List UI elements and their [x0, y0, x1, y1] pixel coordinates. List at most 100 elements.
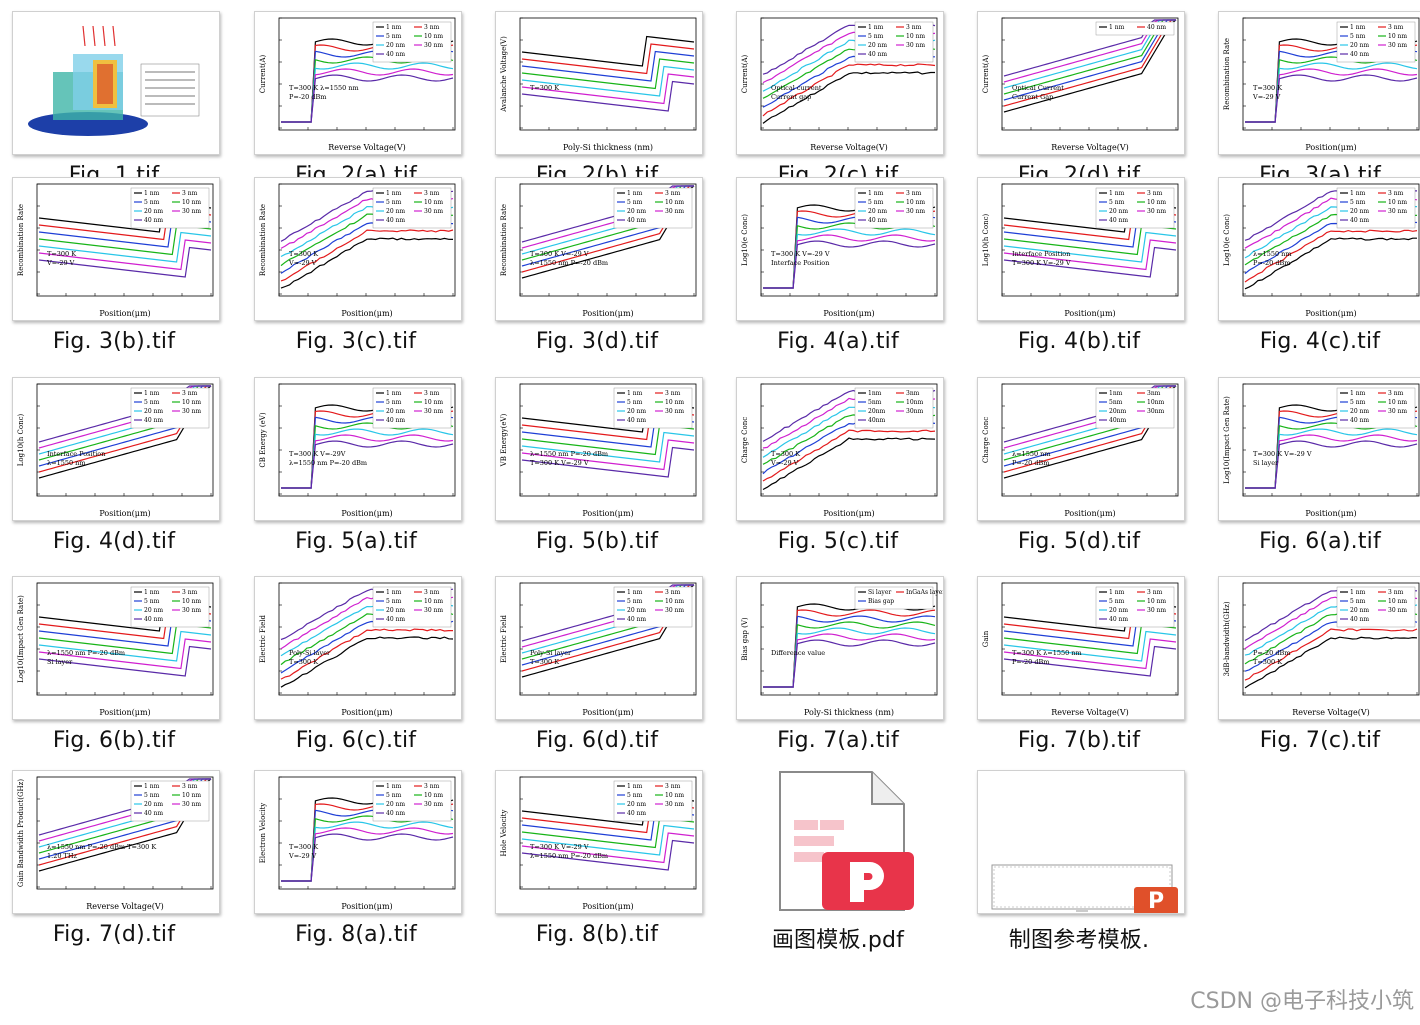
file-tile[interactable]: 1 nm 3 nm 5 nm 10 nm 20 nm 30 nm 40 nm Interfac…: [971, 169, 1187, 365]
svg-text:10 nm: 10 nm: [665, 792, 684, 799]
svg-text:InGaAs layer: InGaAs layer: [906, 589, 944, 596]
svg-text:Position(μm): Position(μm): [99, 708, 150, 717]
svg-text:3 nm: 3 nm: [182, 783, 198, 790]
svg-text:40 nm: 40 nm: [627, 217, 646, 224]
svg-text:Difference value: Difference value: [771, 649, 825, 657]
svg-text:Log10(Impact Gen Rate): Log10(Impact Gen Rate): [1223, 396, 1231, 484]
file-tile[interactable]: P 制图参考模板.: [971, 762, 1187, 958]
svg-text:Log10(e Conc): Log10(e Conc): [741, 214, 749, 266]
file-thumbnail: [12, 11, 220, 155]
svg-text:Position(μm): Position(μm): [1064, 509, 1115, 518]
svg-text:Position(μm): Position(μm): [582, 708, 633, 717]
ppt-file-icon: P: [977, 770, 1185, 914]
svg-text:10 nm: 10 nm: [182, 399, 201, 406]
svg-text:Bias gap (V): Bias gap (V): [741, 617, 749, 661]
file-tile[interactable]: Si layer InGaAs layer Bias gap Difference v…: [730, 568, 946, 764]
svg-text:3 nm: 3 nm: [906, 190, 922, 197]
file-thumbnail: 1 nm 3 nm 5 nm 10 nm 20 nm 30 nm 40 nm P=-20 dB…: [1218, 576, 1420, 720]
file-tile[interactable]: 1 nm 3 nm 5 nm 10 nm 20 nm 30 nm 40 nm T=300 K …: [248, 369, 464, 565]
svg-text:5 nm: 5 nm: [386, 399, 402, 406]
file-name-label: Fig. 8(b).tif: [535, 922, 659, 947]
svg-text:40 nm: 40 nm: [144, 417, 163, 424]
svg-text:Poly-Si thickness (nm): Poly-Si thickness (nm): [563, 143, 653, 152]
file-thumbnail: 1 nm 3 nm 5 nm 10 nm 20 nm 30 nm 40 nm T=300 K …: [495, 177, 703, 321]
file-name-label: Fig. 5(b).tif: [535, 529, 659, 554]
file-tile[interactable]: 1 nm 3 nm 5 nm 10 nm 20 nm 30 nm 40 nm T=300 K …: [489, 762, 705, 958]
watermark: CSDN @电子科技小筑: [1190, 989, 1414, 1014]
svg-text:Position(μm): Position(μm): [1305, 509, 1356, 518]
file-tile[interactable]: 1 nm 3 nm 5 nm 10 nm 20 nm 30 nm 40 nm λ=1550 n…: [489, 369, 705, 565]
svg-text:1 nm: 1 nm: [386, 390, 402, 397]
svg-text:40 nm: 40 nm: [1109, 616, 1128, 623]
svg-text:Reverse Voltage(V): Reverse Voltage(V): [810, 143, 888, 152]
svg-text:5 nm: 5 nm: [1350, 33, 1366, 40]
file-tile[interactable]: 1 nm 3 nm 5 nm 10 nm 20 nm 30 nm 40 nm P=-20 dB…: [1212, 568, 1420, 764]
svg-text:10 nm: 10 nm: [1147, 598, 1166, 605]
svg-text:10 nm: 10 nm: [424, 792, 443, 799]
file-tile[interactable]: 1 nm 3 nm 5 nm 10 nm 20 nm 30 nm 40 nm λ=1550 n…: [6, 568, 222, 764]
file-tile[interactable]: 1 nm 3 nm 5 nm 10 nm 20 nm 30 nm 40 nm T=300 K …: [1212, 369, 1420, 565]
file-name-label: Fig. 6(d).tif: [535, 728, 659, 753]
svg-text:5 nm: 5 nm: [144, 598, 160, 605]
svg-text:T=300 K V=-29 V: T=300 K V=-29 V: [530, 250, 589, 258]
svg-text:5nm: 5nm: [868, 399, 882, 406]
file-tile[interactable]: 1 nm 3 nm 5 nm 10 nm 20 nm 30 nm 40 nm Poly-Si …: [489, 568, 705, 764]
svg-text:30 nm: 30 nm: [906, 42, 925, 49]
svg-text:T=300 K V=-29 V: T=300 K V=-29 V: [530, 843, 589, 851]
file-tile[interactable]: 1nm 3nm 5nm 10nm 20nm 30nm 40nm λ=1550 nm P=-20 …: [971, 369, 1187, 565]
svg-text:Avalanche Voltage(V): Avalanche Voltage(V): [500, 36, 508, 113]
svg-text:5 nm: 5 nm: [627, 199, 643, 206]
svg-text:30 nm: 30 nm: [665, 208, 684, 215]
file-name-label: Fig. 6(c).tif: [295, 728, 417, 753]
file-name-label: Fig. 4(b).tif: [1017, 329, 1141, 354]
svg-text:1 nm: 1 nm: [627, 390, 643, 397]
svg-text:1 nm: 1 nm: [386, 783, 402, 790]
svg-text:Optical Current: Optical Current: [1012, 84, 1064, 92]
svg-text:Current(A): Current(A): [982, 54, 990, 93]
svg-text:3 nm: 3 nm: [1388, 589, 1404, 596]
file-tile[interactable]: 画图模板.pdf: [730, 762, 946, 958]
file-thumbnail: 1 nm 3 nm 5 nm 10 nm 20 nm 30 nm 40 nm λ=1550 n…: [12, 770, 220, 914]
svg-text:3 nm: 3 nm: [1388, 190, 1404, 197]
file-tile[interactable]: 1 nm 3 nm 5 nm 10 nm 20 nm 30 nm 40 nm λ=1550 n…: [6, 762, 222, 958]
svg-text:40nm: 40nm: [1109, 417, 1126, 424]
file-tile[interactable]: 1 nm 3 nm 5 nm 10 nm 20 nm 30 nm 40 nm T=300 K …: [489, 169, 705, 365]
svg-text:Reverse Voltage(V): Reverse Voltage(V): [1051, 708, 1129, 717]
svg-text:20 nm: 20 nm: [1109, 208, 1128, 215]
file-tile[interactable]: 1 nm 3 nm 5 nm 10 nm 20 nm 30 nm 40 nm T=300 K …: [971, 568, 1187, 764]
svg-text:10 nm: 10 nm: [665, 598, 684, 605]
file-thumbnail: 1 nm 3 nm 5 nm 10 nm 20 nm 30 nm 40 nm Optical …: [736, 11, 944, 155]
file-tile[interactable]: T=300 K Poly-Si thickness (nm) Avalanche V…: [489, 3, 705, 199]
file-tile[interactable]: Fig. 1.tif: [6, 3, 222, 199]
svg-text:5 nm: 5 nm: [1350, 399, 1366, 406]
file-tile[interactable]: 1 nm 40 nm Optical Current Current Gap Rever…: [971, 3, 1187, 199]
file-tile[interactable]: 1 nm 3 nm 5 nm 10 nm 20 nm 30 nm 40 nm λ=1550 n…: [1212, 169, 1420, 365]
svg-text:T=300 K V=-29 V: T=300 K V=-29 V: [1012, 259, 1071, 267]
svg-text:3 nm: 3 nm: [182, 390, 198, 397]
svg-text:Si layer: Si layer: [868, 589, 891, 596]
svg-text:V=-29 V: V=-29 V: [1252, 93, 1281, 101]
svg-text:3 nm: 3 nm: [665, 589, 681, 596]
file-tile[interactable]: 1 nm 3 nm 5 nm 10 nm 20 nm 30 nm 40 nm Interfac…: [6, 369, 222, 565]
svg-text:λ=1550 nm: λ=1550 nm: [47, 459, 86, 467]
file-tile[interactable]: 1nm 3nm 5nm 10nm 20nm 30nm 40nm T=300 K V=-29 V P…: [730, 369, 946, 565]
svg-text:P=-20 dBm: P=-20 dBm: [1012, 658, 1049, 666]
file-tile[interactable]: 1 nm 3 nm 5 nm 10 nm 20 nm 30 nm 40 nm T=300 K …: [730, 169, 946, 365]
svg-text:T=300 K: T=300 K: [47, 250, 76, 258]
svg-text:T=300 K: T=300 K: [530, 84, 559, 92]
file-name-label: 制图参考模板.: [1008, 928, 1150, 953]
svg-text:10nm: 10nm: [1147, 399, 1164, 406]
svg-text:3nm: 3nm: [906, 390, 920, 397]
file-tile[interactable]: 1 nm 3 nm 5 nm 10 nm 20 nm 30 nm 40 nm Poly-Si …: [248, 568, 464, 764]
svg-text:λ=1550 nm P=-20 dBm: λ=1550 nm P=-20 dBm: [530, 852, 608, 860]
svg-text:10 nm: 10 nm: [1147, 199, 1166, 206]
svg-text:40 nm: 40 nm: [144, 810, 163, 817]
svg-text:Optical current: Optical current: [771, 84, 822, 92]
svg-text:Position(μm): Position(μm): [99, 509, 150, 518]
svg-text:10 nm: 10 nm: [1388, 399, 1407, 406]
